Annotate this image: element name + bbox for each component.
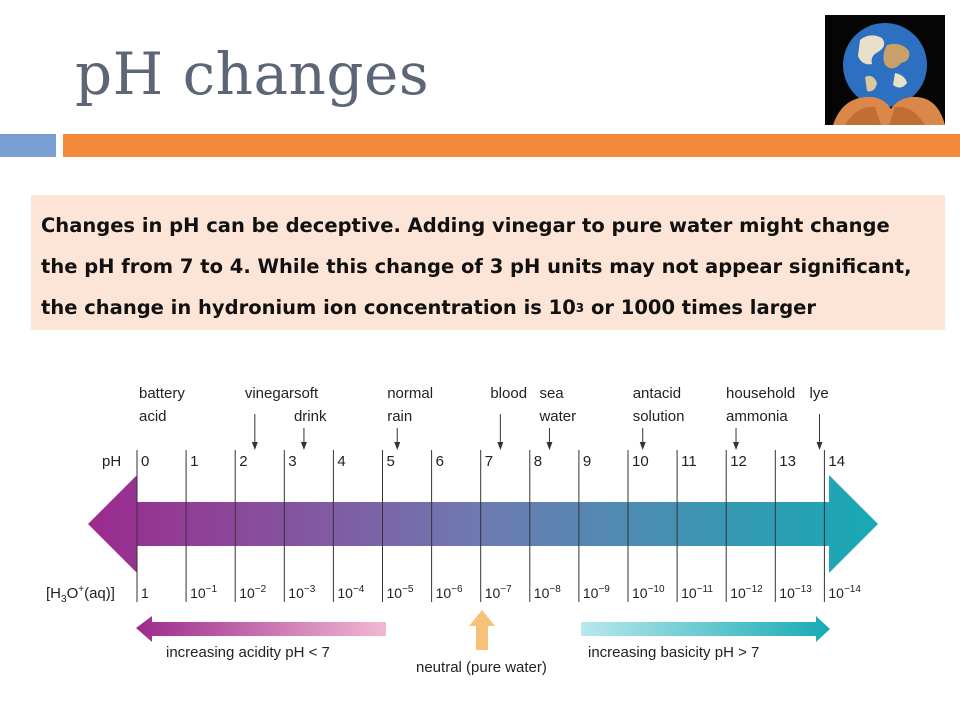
concentration-label: 10−14 <box>828 584 861 601</box>
substance-marker: battery acid <box>139 385 185 425</box>
note-line-1: Changes in pH can be deceptive. Adding v… <box>41 214 890 237</box>
concentration-label: 10−1 <box>190 584 217 601</box>
concentration-label: 10−13 <box>779 584 812 601</box>
substance-label: household <box>726 385 795 402</box>
ph-tick-label: 4 <box>337 453 345 470</box>
note-line-3-start: the change in hydronium ion concentratio… <box>41 296 576 319</box>
substance-marker: antacid solution <box>633 385 685 450</box>
ph-tick-label: 8 <box>534 453 542 470</box>
explanation-note: Changes in pH can be deceptive. Adding v… <box>31 195 945 330</box>
concentration-label: 10−12 <box>730 584 763 601</box>
ph-tick-label: 7 <box>485 453 493 470</box>
substance-label: normal <box>387 385 433 402</box>
substance-label: antacid <box>633 385 681 402</box>
ph-tick-label: 9 <box>583 453 591 470</box>
concentration-label: 10−6 <box>436 584 463 601</box>
substance-marker: sea water <box>538 385 576 450</box>
substance-pointer-head <box>816 442 823 450</box>
substance-label: drink <box>294 408 327 425</box>
substance-label: water <box>538 408 576 425</box>
concentration-label: 10−2 <box>239 584 266 601</box>
concentration-axis-label: [H3O+(aq)] <box>46 584 115 605</box>
ph-tick-label: 1 <box>190 453 198 470</box>
ph-axis-label: pH <box>102 453 121 470</box>
substance-pointer-head <box>546 442 553 450</box>
substance-marker: blood <box>490 385 527 450</box>
note-line-3: the change in hydronium ion concentratio… <box>41 287 935 331</box>
basicity-label: increasing basicity pH > 7 <box>588 644 759 661</box>
substance-marker: vinegar <box>245 385 294 450</box>
ph-tick-label: 2 <box>239 453 247 470</box>
title-accent-bar-orange <box>63 134 960 157</box>
concentration-label: 10−9 <box>583 584 610 601</box>
ph-tick-layer: 01110−1210−2310−3410−4510−5610−6710−7810… <box>136 450 861 602</box>
ph-tick-label: 14 <box>828 453 845 470</box>
substance-pointer-head <box>394 442 401 450</box>
substance-label: solution <box>633 408 685 425</box>
ph-scale-diagram: pH [H3O+(aq)] 01110−1210−2310−3410−4510−… <box>46 385 878 676</box>
acidity-label: increasing acidity pH < 7 <box>166 644 330 661</box>
substance-label: rain <box>387 408 412 425</box>
concentration-label: 10−4 <box>337 584 364 601</box>
substance-label: sea <box>539 385 564 402</box>
concentration-label: 10−11 <box>681 584 713 601</box>
ph-tick-label: 6 <box>436 453 444 470</box>
substance-label: lye <box>809 385 828 402</box>
substance-marker: normal rain <box>387 385 433 450</box>
substance-marker: lye <box>809 385 829 450</box>
substance-pointer-head <box>639 442 646 450</box>
substance-pointer-head <box>251 442 258 450</box>
substance-label: ammonia <box>726 408 788 425</box>
substance-label: blood <box>490 385 527 402</box>
acidity-arrow <box>136 616 386 642</box>
substance-marker: soft drink <box>294 385 327 450</box>
substance-label: battery <box>139 385 185 402</box>
substance-label-layer: battery acid vinegar soft drink normal rain blo… <box>139 385 829 450</box>
substance-pointer-head <box>497 442 504 450</box>
substance-label: vinegar <box>245 385 294 402</box>
ph-tick-label: 5 <box>387 453 395 470</box>
substance-pointer-head <box>733 442 740 450</box>
concentration-label: 10−10 <box>632 584 665 601</box>
ph-tick-label: 12 <box>730 453 747 470</box>
note-line-2: the pH from 7 to 4. While this change of… <box>41 255 912 278</box>
ph-tick-label: 0 <box>141 453 149 470</box>
slide-title: pH changes <box>75 40 430 108</box>
ph-tick-label: 13 <box>779 453 796 470</box>
concentration-label: 10−3 <box>288 584 315 601</box>
title-accent-bar-blue <box>0 134 56 157</box>
note-line-3-end: or 1000 times larger <box>584 296 817 319</box>
neutral-label: neutral (pure water) <box>416 659 547 676</box>
substance-label: acid <box>139 408 167 425</box>
concentration-label: 10−7 <box>485 584 512 601</box>
basicity-arrow <box>581 616 830 642</box>
ph-tick-label: 3 <box>288 453 296 470</box>
earth-in-hands-icon <box>825 15 945 125</box>
ph-tick-label: 10 <box>632 453 649 470</box>
ph-tick-label: 11 <box>681 453 697 470</box>
note-exponent: 3 <box>575 301 585 315</box>
substance-marker: household ammonia <box>726 385 795 450</box>
ph-scale-arrow <box>88 475 878 573</box>
concentration-label: 10−5 <box>387 584 414 601</box>
substance-label: soft <box>294 385 319 402</box>
neutral-arrow <box>469 610 495 650</box>
concentration-label: 10−8 <box>534 584 561 601</box>
concentration-label: 1 <box>141 585 149 601</box>
substance-pointer-head <box>300 442 307 450</box>
